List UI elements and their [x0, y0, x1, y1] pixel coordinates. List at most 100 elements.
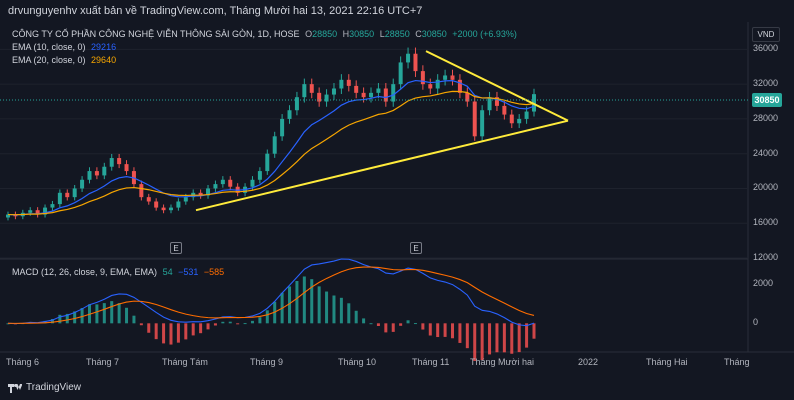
time-tick-label: Tháng 9 — [250, 357, 284, 367]
macd-histogram-bar — [465, 323, 469, 349]
macd-histogram-bar — [451, 323, 455, 339]
price-tick-label: 36000 — [753, 43, 779, 54]
candle-body — [524, 111, 529, 119]
publish-line: drvunguyenhv xuất bản về TradingView.com… — [8, 5, 423, 17]
candle-body — [354, 85, 359, 93]
open-label: O — [305, 29, 313, 39]
candle-body — [413, 53, 418, 72]
candle-body — [494, 97, 499, 106]
symbol-name: CÔNG TY CỔ PHẦN CÔNG NGHỆ VIỄN THÔNG SÀI… — [12, 29, 300, 39]
price-tick-label: 24000 — [753, 147, 779, 158]
ema10-legend[interactable]: EMA (10, close, 0) 29216 — [12, 41, 116, 53]
grid-lines — [0, 48, 748, 259]
time-tick-label: Tháng 10 — [338, 357, 377, 367]
macd-hist-value: 54 — [162, 267, 173, 277]
earnings-badge[interactable]: E — [170, 242, 182, 254]
macd-histogram-bar — [525, 323, 529, 348]
macd-histogram-bar — [302, 276, 306, 324]
macd-histogram-bar — [221, 321, 225, 324]
candle-body — [532, 94, 536, 112]
candle-body — [50, 204, 55, 208]
candle-body — [28, 210, 33, 213]
macd-histogram-bar — [243, 323, 247, 325]
candle-body — [72, 188, 77, 198]
support-trendline — [195, 119, 569, 212]
candle-body — [124, 164, 129, 172]
symbol-legend[interactable]: CÔNG TY CỔ PHẦN CÔNG NGHỆ VIỄN THÔNG SÀI… — [12, 28, 517, 40]
macd-histogram-bar — [406, 320, 410, 324]
candle-body — [294, 97, 299, 111]
ema20-legend[interactable]: EMA (20, close, 0) 29640 — [12, 54, 116, 66]
macd-histogram-bar — [510, 323, 514, 354]
candle-body — [317, 92, 322, 102]
macd-histogram-bar — [110, 301, 114, 324]
candle-body — [257, 171, 262, 180]
macd-histogram-bar — [369, 323, 373, 325]
trendlines[interactable] — [195, 50, 569, 212]
footer-brand: TradingView — [26, 382, 82, 393]
time-tick-label: Tháng Mười hai — [470, 357, 534, 367]
macd-label: MACD (12, 26, close, 9, EMA, EMA) — [12, 267, 158, 277]
macd-legend[interactable]: MACD (12, 26, close, 9, EMA, EMA) 54 −53… — [12, 266, 224, 278]
ema20-value: 29640 — [91, 55, 117, 65]
candle-body — [94, 171, 99, 176]
macd-histogram-bar — [102, 303, 106, 324]
price-tick-label: 32000 — [753, 78, 779, 89]
time-tick-label: Tháng 6 — [6, 357, 40, 367]
candle-body — [487, 97, 492, 111]
close-label: C — [415, 29, 422, 39]
low-value: 28850 — [384, 29, 410, 39]
macd-histogram-bar — [169, 323, 173, 345]
candle-body — [435, 79, 440, 89]
time-tick-label: Tháng Hai — [646, 357, 688, 367]
macd-histogram-bar — [532, 323, 536, 339]
macd-histogram-bar — [354, 310, 358, 324]
macd-histogram-bar — [332, 295, 336, 324]
macd-signal-value: −585 — [203, 267, 225, 277]
candle-body — [480, 110, 485, 137]
candles — [6, 47, 536, 221]
macd-histogram-bar — [376, 323, 380, 326]
macd-histogram-bar — [250, 320, 254, 324]
candle-body — [443, 75, 448, 80]
macd-histogram-bar — [65, 313, 69, 324]
close-value: 30850 — [421, 29, 447, 39]
macd-pane — [6, 258, 536, 361]
candle-body — [87, 171, 92, 180]
candle-body — [102, 166, 107, 176]
time-tick-label: Tháng — [724, 357, 750, 367]
macd-histogram-bar — [265, 310, 269, 324]
candle-body — [35, 210, 40, 215]
macd-histogram-bar — [125, 307, 129, 324]
candle-body — [272, 136, 277, 154]
candle-body — [228, 179, 233, 187]
macd-histogram-bar — [154, 323, 158, 340]
candle-body — [6, 214, 10, 218]
macd-histogram-bar — [213, 323, 217, 326]
price-tick-label: 12000 — [753, 252, 779, 262]
macd-line-value: −531 — [178, 267, 199, 277]
currency-badge[interactable]: VND — [752, 27, 780, 42]
candle-body — [139, 184, 144, 198]
chart-canvas[interactable] — [0, 22, 794, 376]
macd-histogram-bar — [258, 317, 262, 324]
open-value: 28850 — [312, 29, 338, 39]
macd-histogram-bar — [288, 286, 292, 324]
macd-tick-label: 2000 — [753, 277, 774, 288]
ema10-line — [7, 79, 535, 216]
macd-histogram-bar — [184, 323, 188, 340]
macd-histogram-bar — [428, 323, 432, 336]
ema10-value: 29216 — [91, 42, 117, 52]
macd-histogram-bar — [436, 323, 440, 338]
candle-body — [183, 197, 188, 202]
time-tick-label: Tháng Tám — [162, 357, 208, 367]
macd-histogram-bar — [206, 323, 210, 330]
macd-histogram-bar — [117, 303, 121, 324]
candle-body — [65, 192, 70, 198]
macd-histogram-bar — [191, 323, 195, 336]
macd-histogram-bar — [517, 323, 521, 353]
candle-body — [472, 101, 477, 137]
low-label: L — [379, 29, 385, 39]
macd-histogram-bar — [176, 323, 180, 343]
earnings-badge[interactable]: E — [410, 242, 422, 254]
